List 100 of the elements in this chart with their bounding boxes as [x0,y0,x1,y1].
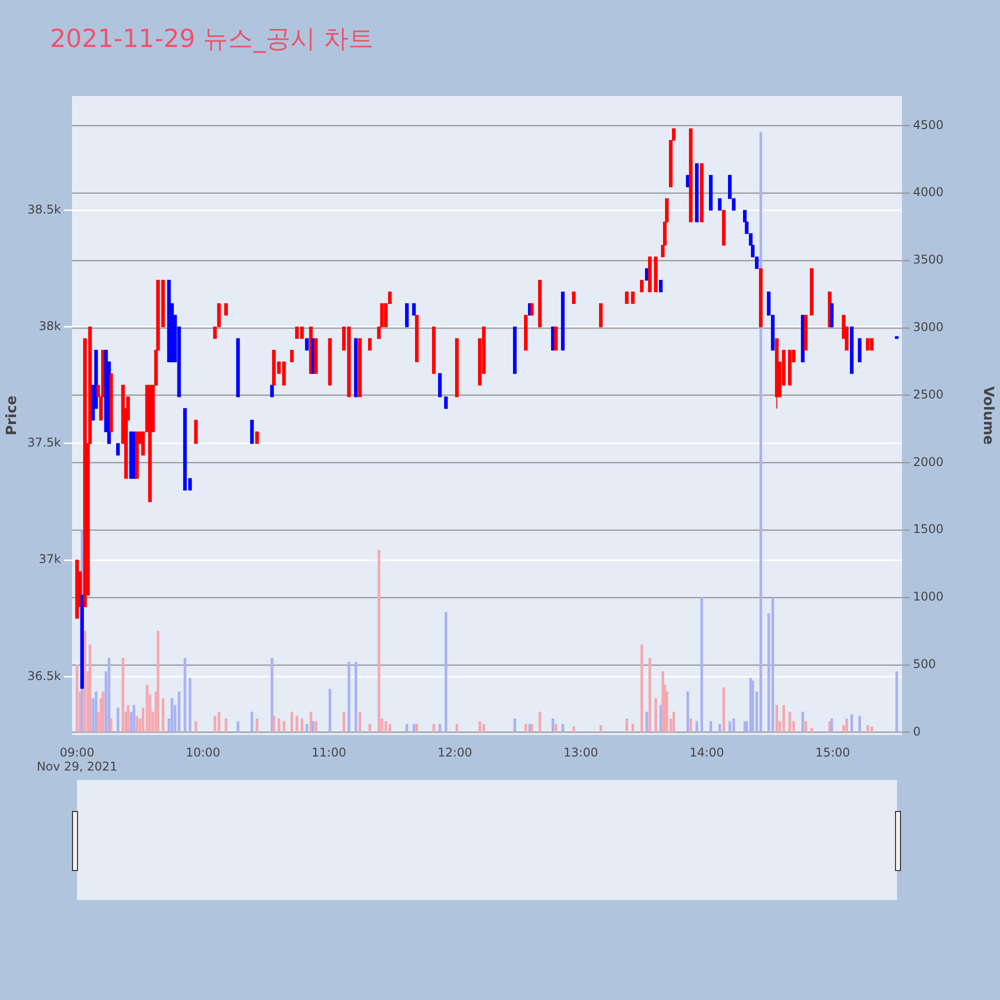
candlestick [866,338,870,351]
y2-tick-label: 0 [913,724,921,738]
bar [218,712,220,732]
bar [132,705,136,732]
bar [801,712,804,732]
bar [870,726,874,732]
x-tick-label: 13:00 [564,745,598,760]
bar [775,705,778,732]
y2-tick-label: 4000 [913,185,944,200]
bar [368,724,372,732]
bar [782,705,786,732]
candlestick [708,174,713,211]
bar [342,712,346,732]
bar [416,724,418,732]
y2-tick-label: 1500 [913,522,944,536]
bar [296,716,298,732]
candlestick [858,338,862,362]
bar [224,718,228,732]
bar [102,692,104,732]
bar [572,726,576,732]
candlestick [290,350,294,362]
y-axis-title: Price [4,396,20,436]
y2-tick-label: 3000 [913,320,944,334]
bar [830,718,834,732]
bar [432,724,436,732]
y2-tick-label: 2500 [913,387,944,402]
bar [306,724,308,732]
bar [314,721,318,732]
bar [632,724,634,732]
bar [514,718,516,732]
bar [858,716,862,732]
candlestick [455,338,459,398]
bar [648,658,652,732]
candlestick [695,163,699,222]
bar [600,725,602,732]
bar [290,712,294,732]
bar [354,662,358,732]
candlestick [224,303,228,316]
x-tick-label: 12:00 [438,745,472,760]
bar [94,692,98,732]
bar [378,550,380,732]
bar [654,698,658,732]
candlestick [358,338,362,398]
candlestick [368,338,372,351]
bar [310,712,312,732]
y2-tick-label: 500 [913,657,936,672]
candlestick [524,314,528,351]
candlestick [270,384,274,398]
x-tick-label: 14:00 [689,745,724,760]
candlestick [354,338,358,398]
bar [272,716,276,732]
bar [278,718,280,732]
bar [388,724,392,732]
bar [732,718,736,732]
bar [236,721,240,732]
candlestick [194,420,198,444]
x-tick-label: 10:00 [186,745,220,760]
bar [728,721,732,732]
bar [718,724,722,732]
bar [122,658,124,732]
bar [895,671,898,732]
candlestick [599,303,603,328]
candlestick [236,338,240,398]
candlestick [722,210,726,246]
bar [686,692,690,732]
x-tick-label: 09:00 Nov 29, 2021 [36,745,118,774]
candlestick [305,338,309,351]
candlestick [538,280,542,328]
bar [214,716,216,732]
candlestick [758,268,763,328]
bar [804,721,808,732]
candlestick [167,280,171,362]
bar [110,718,112,732]
x-tick-label: 15:00 [815,745,850,760]
bar [771,598,774,732]
candlestick [788,350,792,386]
candlestick [328,338,332,386]
candlestick [412,303,416,316]
y2-axis-title: Volume [980,386,996,445]
candlestick [830,303,834,328]
y-tick-label: 38.5k [27,202,62,216]
candlestick [810,268,814,316]
bar [866,725,870,732]
bar [845,718,848,732]
bar [646,712,648,732]
y2-tick-label: 3500 [913,252,944,267]
y-tick-label: 37k [38,552,62,566]
candlestick [645,268,649,281]
candlestick [686,174,690,188]
candlestick [870,338,874,351]
bar [406,724,408,732]
bar [256,718,258,732]
bar [384,721,388,732]
bar [538,712,542,732]
bar [170,698,174,732]
candlestick [804,314,808,351]
bar [358,712,362,732]
x-tick-label: 11:00 [312,745,346,760]
bar [709,721,712,732]
candlestick [415,314,419,362]
